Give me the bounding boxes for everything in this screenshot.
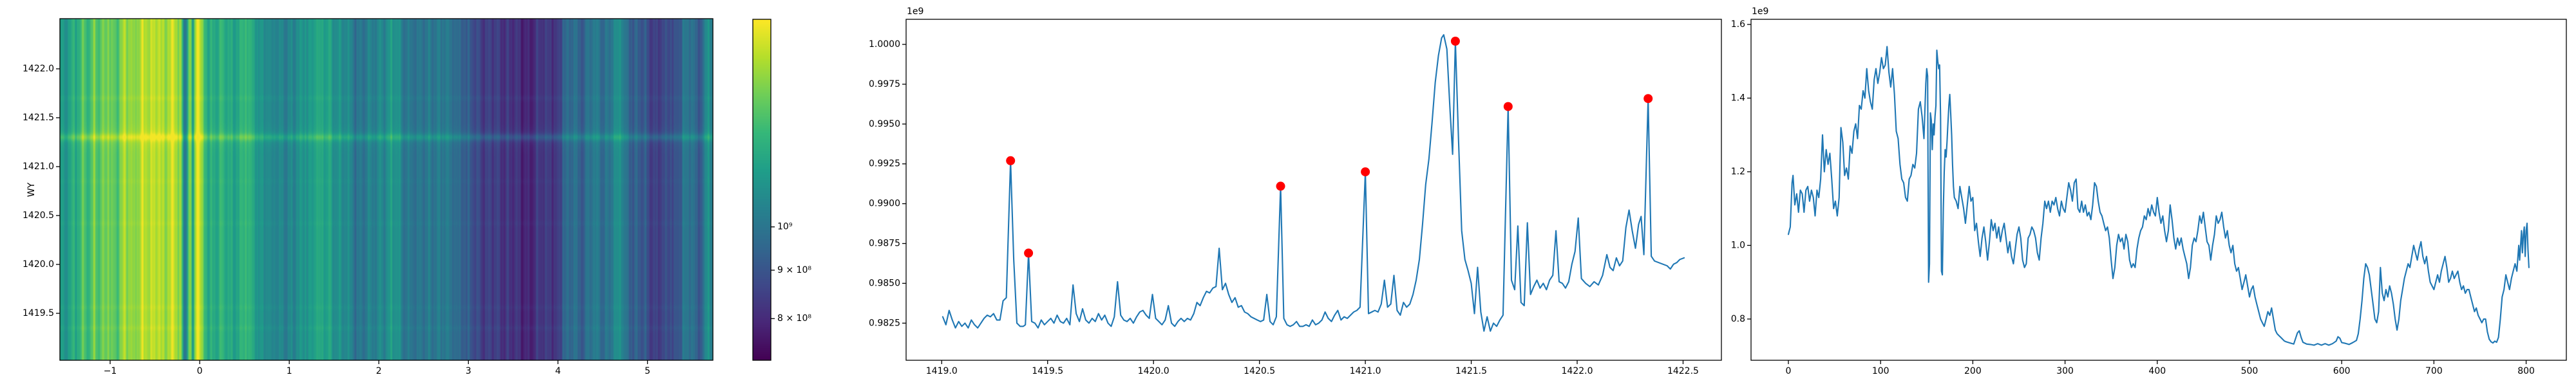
colorbar-tick-label: 8 × 10⁸ bbox=[777, 313, 811, 324]
x-tick-label: 0 bbox=[197, 366, 203, 376]
series-line bbox=[942, 34, 1685, 332]
x-tick-label: 2 bbox=[376, 366, 382, 376]
peak-marker bbox=[1503, 102, 1513, 111]
x-tick-label: 3 bbox=[466, 366, 471, 376]
y-tick-label: 1422.0 bbox=[23, 64, 54, 74]
x-tick-label: 1420.0 bbox=[1138, 366, 1170, 376]
x-tick-label: 1422.0 bbox=[1562, 366, 1593, 376]
x-tick-label: 700 bbox=[2425, 366, 2443, 376]
x-tick-label: 1419.0 bbox=[926, 366, 958, 376]
peak-marker bbox=[1643, 94, 1653, 104]
heatmap-image bbox=[60, 19, 713, 360]
x-tick-label: −1 bbox=[104, 366, 117, 376]
y-tick-label: 0.9925 bbox=[869, 159, 900, 169]
x-tick-label: 4 bbox=[555, 366, 561, 376]
colorbar-tick-label: 9 × 10⁸ bbox=[777, 265, 811, 275]
series-line bbox=[1787, 46, 2530, 346]
heatmap-y-axis-label: WY bbox=[26, 182, 37, 197]
spectrum-with-detected-peaks-axes: 1419.0 1419.5 1420.0 1420.5 1421.0 1421.5 1422… bbox=[869, 19, 1722, 376]
x-tick-label: 100 bbox=[1872, 366, 1889, 376]
x-tick-label: 1421.5 bbox=[1455, 366, 1487, 376]
x-tick-label: 1 bbox=[287, 366, 292, 376]
x-tick-label: 500 bbox=[2241, 366, 2259, 376]
y-tick-label: 0.8 bbox=[1731, 314, 1745, 324]
y-tick-label: 1420.0 bbox=[23, 259, 54, 270]
colorbar-tick-label: 10⁹ bbox=[777, 222, 793, 232]
heatmap-axes: −1 0 1 2 3 4 5 1419.5 1420.0 1420.5 1421.0 1421.5 14… bbox=[23, 18, 714, 376]
y-tick-label: 1421.0 bbox=[23, 161, 54, 172]
colorbar-gradient bbox=[753, 19, 771, 360]
peak-marker bbox=[1276, 181, 1285, 191]
middle-axis-offset-label: 1e9 bbox=[907, 6, 924, 17]
x-tick-label: 200 bbox=[1964, 366, 1982, 376]
peak-marker bbox=[1024, 248, 1034, 258]
y-tick-label: 0.9950 bbox=[869, 119, 900, 129]
x-tick-label: 1421.0 bbox=[1350, 366, 1381, 376]
y-tick-label: 1.4 bbox=[1731, 93, 1745, 103]
y-tick-label: 1.0 bbox=[1731, 240, 1745, 250]
plot-spine bbox=[1750, 19, 2567, 361]
x-tick-label: 300 bbox=[2056, 366, 2074, 376]
y-tick-label: 1.6 bbox=[1731, 19, 1745, 30]
y-tick-label: 1421.5 bbox=[23, 113, 54, 123]
y-tick-label: 0.9825 bbox=[869, 318, 900, 328]
x-tick-label: 1422.5 bbox=[1667, 366, 1699, 376]
x-tick-label: 800 bbox=[2517, 366, 2535, 376]
y-tick-label: 1420.5 bbox=[23, 210, 54, 221]
y-tick-label: 1419.5 bbox=[23, 308, 54, 318]
x-tick-label: 600 bbox=[2333, 366, 2351, 376]
x-tick-label: 5 bbox=[645, 366, 650, 376]
peak-marker bbox=[1361, 167, 1370, 177]
time-series-lightcurve-axes: 0 100 200 300 400 500 600 700 800 0.8 1.0 1.2 1.4 1.6 bbox=[1731, 19, 2567, 376]
y-tick-label: 0.9875 bbox=[869, 239, 900, 249]
y-tick-label: 0.9975 bbox=[869, 79, 900, 89]
peak-marker bbox=[1006, 156, 1016, 165]
x-tick-label: 400 bbox=[2148, 366, 2166, 376]
colorbar-axes: 10⁹ 9 × 10⁸ 8 × 10⁸ bbox=[752, 19, 811, 361]
x-tick-label: 1419.5 bbox=[1032, 366, 1063, 376]
x-tick-label: 1420.5 bbox=[1244, 366, 1275, 376]
right-axis-offset-label: 1e9 bbox=[1752, 6, 1769, 17]
plot-spine bbox=[59, 18, 714, 361]
y-tick-label: 0.9850 bbox=[869, 278, 900, 288]
peak-marker bbox=[1450, 37, 1460, 46]
y-tick-label: 1.0000 bbox=[869, 39, 900, 50]
x-tick-label: 0 bbox=[1786, 366, 1792, 376]
y-tick-label: 0.9900 bbox=[869, 199, 900, 209]
colorbar-spine bbox=[752, 19, 772, 361]
plot-spine bbox=[905, 19, 1722, 361]
y-tick-label: 1.2 bbox=[1731, 167, 1745, 177]
